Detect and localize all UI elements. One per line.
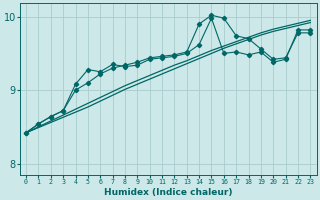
X-axis label: Humidex (Indice chaleur): Humidex (Indice chaleur) (104, 188, 232, 197)
